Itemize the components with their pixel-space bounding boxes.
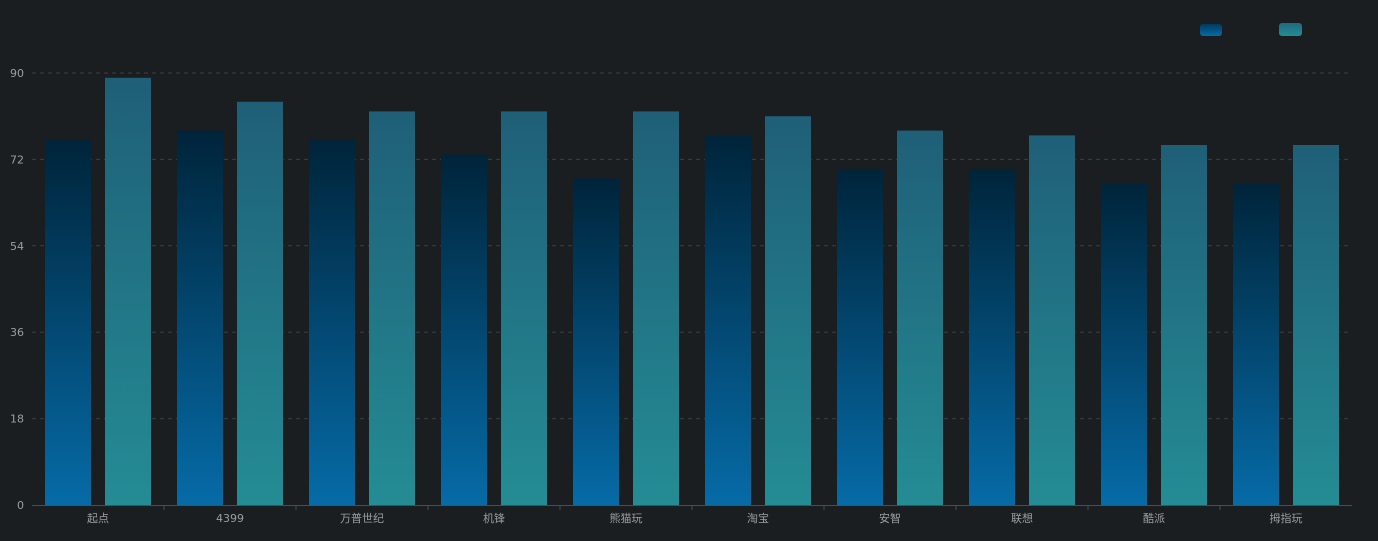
bar-series2-0[interactable] <box>105 77 151 506</box>
axes: 0 18 36 54 72 90 起点 4399 万普世纪 机锋 熊猫玩 淘宝 安智 联想 酷派 拇指玩 <box>10 67 1352 525</box>
bar-series2-1[interactable] <box>237 101 283 506</box>
bar-series1-5[interactable] <box>705 135 751 505</box>
bar-series1-7[interactable] <box>969 169 1015 505</box>
x-tick-label: 熊猫玩 <box>610 511 643 525</box>
bar-series2-3[interactable] <box>501 111 547 506</box>
legend <box>1200 23 1302 36</box>
y-tick-label: 36 <box>10 326 24 339</box>
legend-swatch-series1[interactable] <box>1200 24 1222 36</box>
x-tick-label: 联想 <box>1011 511 1033 525</box>
x-tick-label: 淘宝 <box>747 511 769 525</box>
y-tick-label: 72 <box>10 153 24 166</box>
y-tick-label: 0 <box>17 499 24 512</box>
legend-swatch-series2[interactable] <box>1279 23 1302 36</box>
bar-series2-7[interactable] <box>1029 135 1075 505</box>
bar-series1-6[interactable] <box>837 169 883 505</box>
x-tick-label: 安智 <box>879 511 901 525</box>
y-tick-label: 90 <box>10 67 24 80</box>
bar-series2-8[interactable] <box>1161 145 1207 505</box>
x-tick-label: 拇指玩 <box>1270 511 1303 525</box>
bar-series2-5[interactable] <box>765 116 811 505</box>
bar-series2-4[interactable] <box>633 111 679 506</box>
bar-series1-3[interactable] <box>441 154 487 505</box>
grid-lines <box>32 72 1352 420</box>
bar-series1-9[interactable] <box>1233 183 1279 505</box>
bar-series1-1[interactable] <box>177 130 223 505</box>
bar-series1-2[interactable] <box>309 140 355 505</box>
bar-series2-2[interactable] <box>369 111 415 506</box>
bar-series1-8[interactable] <box>1101 183 1147 505</box>
bar-series2-6[interactable] <box>897 130 943 505</box>
x-tick-label: 酷派 <box>1143 512 1165 525</box>
x-tick-label: 机锋 <box>483 511 505 525</box>
bar-series1-0[interactable] <box>45 140 91 505</box>
bars <box>45 77 1339 506</box>
x-tick-label: 万普世纪 <box>340 511 384 525</box>
x-tick-label: 起点 <box>87 512 109 525</box>
y-tick-label: 54 <box>10 240 24 253</box>
bar-series2-9[interactable] <box>1293 145 1339 505</box>
y-tick-label: 18 <box>10 413 24 426</box>
bar-series1-4[interactable] <box>573 178 619 505</box>
x-tick-label: 4399 <box>216 512 244 525</box>
